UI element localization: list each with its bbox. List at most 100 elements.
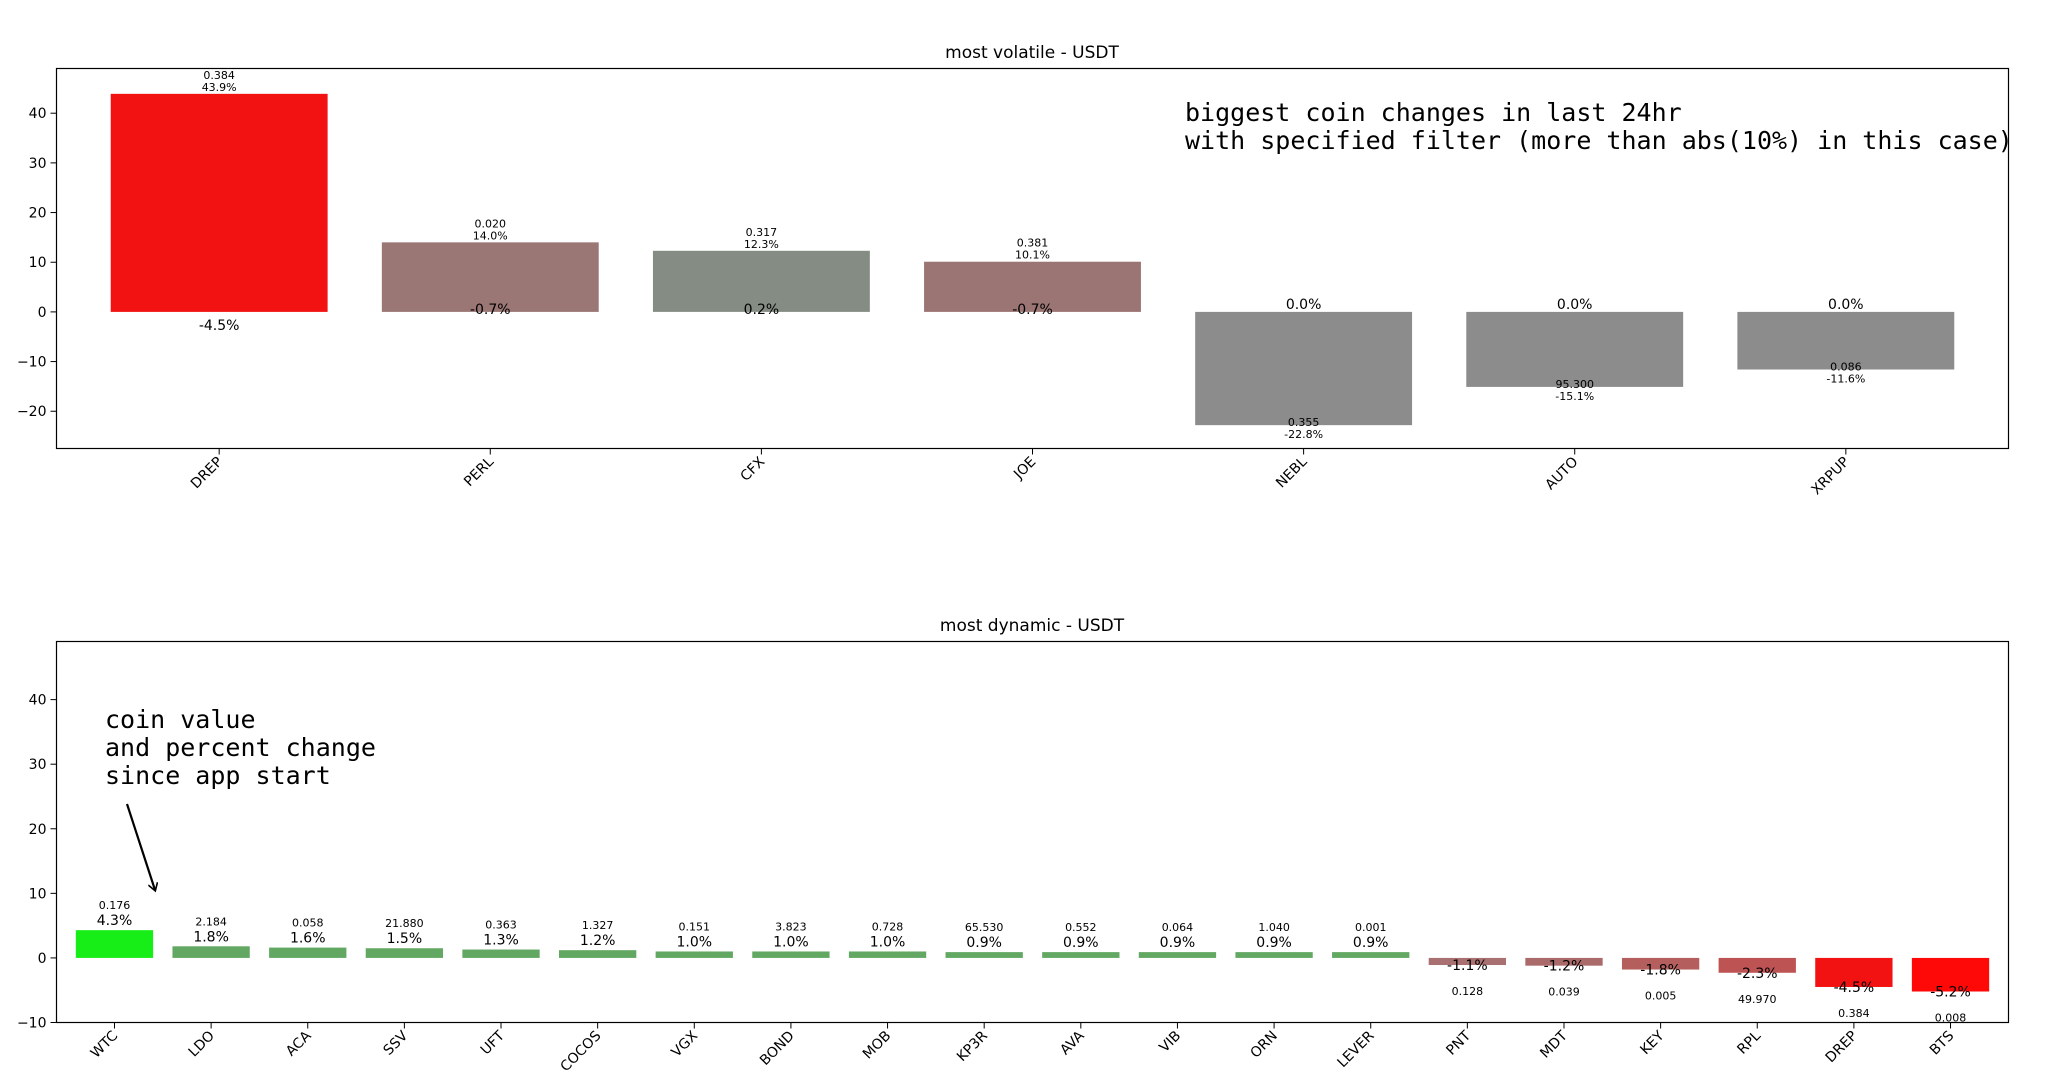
dynamic-y-tick-label: 40	[29, 693, 47, 709]
volatile-coin-value-label: 0.086	[1830, 361, 1862, 374]
dynamic-chart: most dynamic - USDT −10 0 10 20 30 40 0.1764.…	[17, 616, 2010, 1075]
volatile-x-tick-label: DREP	[188, 454, 226, 492]
volatile-since-start-label: 0.0%	[1557, 297, 1593, 313]
volatile-x-tick-label: PERL	[461, 454, 497, 490]
dynamic-coin-value-label: 0.128	[1452, 985, 1484, 998]
volatile-bar-auto	[1466, 311, 1684, 387]
dynamic-y-tick-label: 30	[29, 757, 47, 773]
dynamic-y-tick-label: 20	[29, 822, 47, 838]
dynamic-x-tick-label: SSV	[381, 1028, 412, 1059]
dynamic-x-tick-label: ORN	[1248, 1028, 1281, 1061]
volatile-bar-nebl	[1195, 311, 1413, 426]
dynamic-bar-drep	[1815, 957, 1893, 987]
dynamic-change-label: 1.3%	[483, 933, 519, 949]
volatile-chart: most volatile - USDT −20 −10 0 10 20 30 40 0.3…	[17, 43, 2013, 498]
dynamic-change-label: -5.2%	[1930, 985, 1971, 1001]
volatile-y-tick-label: 0	[38, 305, 47, 321]
dynamic-coin-value-label: 0.058	[292, 917, 324, 930]
dynamic-bar-uft	[462, 949, 540, 958]
volatile-coin-value-label: 95.300	[1555, 378, 1594, 391]
volatile-y-tick-label: 20	[29, 206, 47, 222]
volatile-bar-cfx	[652, 250, 870, 312]
volatile-x-tick-label: CFX	[738, 454, 769, 485]
dynamic-x-tick-label: COCOS	[557, 1028, 604, 1075]
volatile-annotation: biggest coin changes in last 24hr with s…	[1185, 98, 2013, 155]
dynamic-bar-rpl	[1718, 957, 1796, 973]
volatile-since-start-label: -0.7%	[1012, 302, 1053, 318]
dynamic-change-label: 4.3%	[97, 913, 133, 929]
dynamic-change-label: 1.6%	[290, 931, 326, 947]
dynamic-y-axis: −10 0 10 20 30 40	[17, 693, 57, 1032]
dynamic-annotation-line-1: coin value	[105, 705, 256, 734]
dynamic-change-label: 0.9%	[1353, 935, 1389, 951]
volatile-since-start-label: -0.7%	[470, 302, 511, 318]
dynamic-bar-wtc	[75, 930, 154, 958]
volatile-y-tick-label: 30	[29, 156, 47, 172]
dynamic-change-label: 1.2%	[580, 933, 616, 949]
dynamic-bar-vib	[1138, 952, 1217, 958]
dynamic-coin-value-label: 0.001	[1355, 921, 1387, 934]
dynamic-bar-bond	[752, 951, 830, 958]
dynamic-y-tick-label: 10	[29, 886, 47, 902]
dynamic-y-tick-label: −10	[17, 1016, 47, 1032]
dynamic-bar-vgx	[655, 951, 733, 958]
volatile-bar-xrpup	[1737, 311, 1955, 370]
dynamic-bar-mdt	[1525, 957, 1603, 966]
volatile-bar-perl	[381, 242, 599, 312]
volatile-change-label: -11.6%	[1826, 373, 1865, 386]
volatile-change-label: -22.8%	[1284, 428, 1323, 441]
dynamic-coin-value-label: 3.823	[775, 920, 807, 933]
dynamic-coin-value-label: 0.363	[485, 919, 517, 932]
dynamic-change-label: 0.9%	[966, 935, 1002, 951]
dynamic-change-label: 1.0%	[870, 934, 906, 950]
volatile-since-start-label: 0.0%	[1828, 297, 1864, 313]
dynamic-x-tick-label: PNT	[1443, 1028, 1474, 1059]
volatile-y-tick-label: −10	[17, 355, 47, 371]
dynamic-x-tick-label: BOND	[757, 1028, 798, 1069]
dynamic-x-tick-label: VIB	[1156, 1028, 1184, 1056]
dynamic-bar-orn	[1235, 952, 1313, 958]
dynamic-bar-pnt	[1428, 957, 1507, 966]
dynamic-change-label: -1.8%	[1640, 963, 1681, 979]
dynamic-coin-value-label: 0.176	[99, 899, 131, 912]
volatile-x-axis: DREP PERL CFX JOE NEBL AUTO XRPUP	[188, 448, 1853, 498]
volatile-coin-value-label: 0.384	[203, 69, 235, 82]
dynamic-coin-value-label: 65.530	[965, 921, 1004, 934]
volatile-coin-value-label: 0.020	[475, 217, 507, 230]
dynamic-x-tick-label: DREP	[1823, 1028, 1861, 1066]
dynamic-x-tick-label: KEY	[1637, 1028, 1667, 1058]
volatile-y-tick-label: 10	[29, 255, 47, 271]
dynamic-bar-ldo	[172, 946, 250, 958]
volatile-change-label: -15.1%	[1555, 390, 1594, 403]
dynamic-x-tick-label: LDO	[186, 1028, 218, 1060]
dynamic-coin-value-label: 0.064	[1162, 921, 1194, 934]
dynamic-bar-lever	[1332, 952, 1410, 958]
dynamic-change-label: 1.8%	[193, 929, 229, 945]
dynamic-coin-value-label: 0.151	[679, 920, 711, 933]
dynamic-chart-title: most dynamic - USDT	[940, 616, 1125, 636]
dynamic-x-tick-label: LEVER	[1335, 1028, 1378, 1071]
dynamic-x-tick-label: UFT	[478, 1028, 508, 1058]
dynamic-coin-value-label: 0.005	[1645, 990, 1677, 1003]
dynamic-bar-ava	[1042, 952, 1120, 958]
dynamic-plot-frame	[55, 640, 2010, 1024]
volatile-chart-title: most volatile - USDT	[945, 43, 1119, 63]
dynamic-y-tick-label: 0	[38, 951, 47, 967]
volatile-coin-value-label: 0.355	[1288, 416, 1320, 429]
dynamic-bar-kp3r	[945, 952, 1023, 958]
volatile-y-tick-label: 40	[29, 106, 47, 122]
volatile-since-start-label: 0.2%	[744, 302, 780, 318]
volatile-bar-joe	[924, 261, 1141, 312]
volatile-change-label: 10.1%	[1015, 249, 1050, 262]
dynamic-x-tick-label: AVA	[1057, 1028, 1088, 1059]
dynamic-bar-bts	[1911, 957, 1990, 992]
dynamic-change-label: 0.9%	[1160, 935, 1196, 951]
volatile-since-start-label: -4.5%	[199, 318, 240, 334]
dynamic-coin-value-label: 1.327	[582, 919, 614, 932]
volatile-change-label: 12.3%	[744, 238, 779, 251]
dynamic-change-label: 0.9%	[1256, 935, 1292, 951]
dynamic-annotation: coin value and percent change since app …	[105, 705, 376, 890]
